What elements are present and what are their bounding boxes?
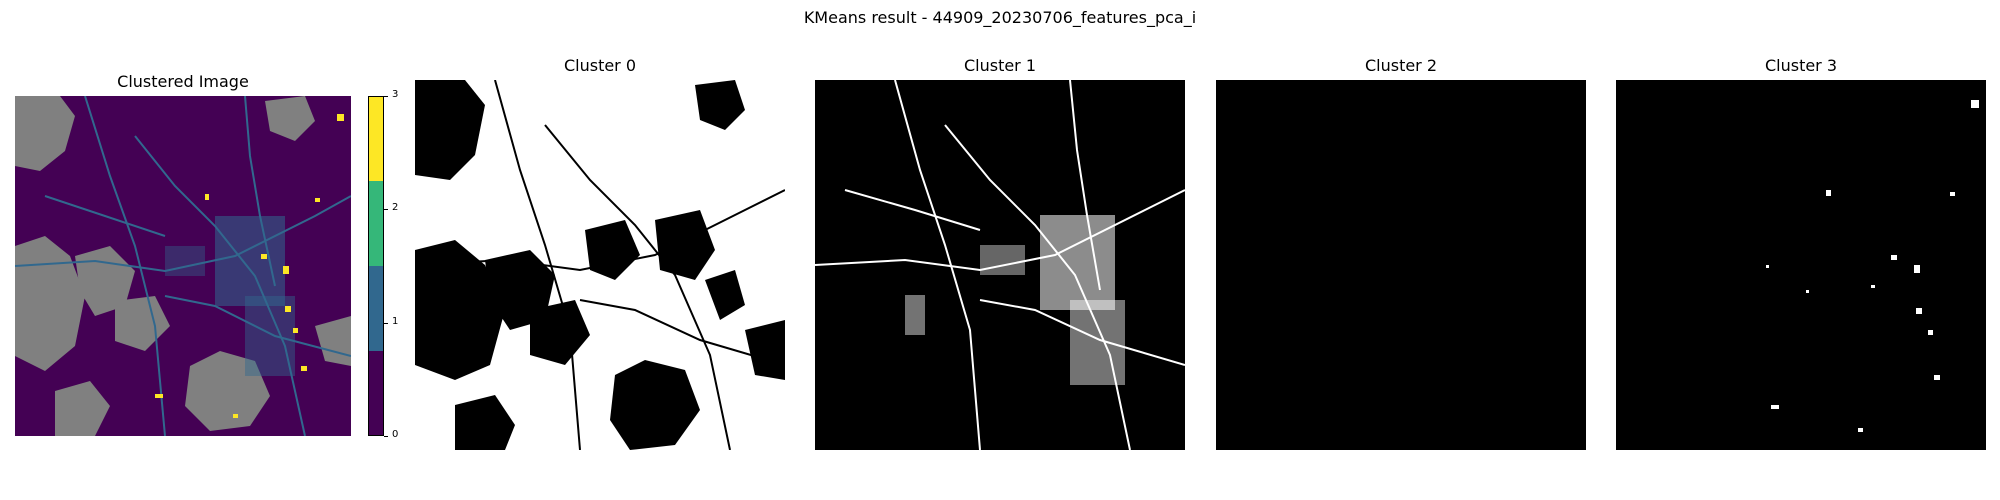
cluster-3-mask <box>1616 80 1986 450</box>
cluster-0-mask <box>415 80 785 450</box>
panel-title-cluster-0: Cluster 0 <box>563 56 637 75</box>
colorbar-segment-2 <box>368 181 384 266</box>
panel-title-cluster-1: Cluster 1 <box>963 56 1037 75</box>
colorbar-segment-1 <box>368 266 384 351</box>
colorbar-tick-label-1: 1 <box>392 316 399 327</box>
colorbar-tick-0 <box>384 436 388 437</box>
panel-title-cluster-2: Cluster 2 <box>1364 56 1438 75</box>
colorbar-tick-label-0: 0 <box>392 429 399 440</box>
cluster-1-mask <box>815 80 1185 450</box>
colorbar-tick-label-2: 2 <box>392 202 399 213</box>
cluster-2-mask <box>1216 80 1586 450</box>
colorbar-segment-3 <box>368 96 384 181</box>
colorbar <box>368 96 384 436</box>
colorbar-tick-3 <box>384 96 388 97</box>
colorbar-segment-0 <box>368 351 384 436</box>
panel-title-clustered: Clustered Image <box>117 72 249 91</box>
panel-title-cluster-3: Cluster 3 <box>1764 56 1838 75</box>
clustered-image <box>15 96 351 436</box>
colorbar-tick-label-3: 3 <box>392 89 399 100</box>
figure-title: KMeans result - 44909_20230706_features_… <box>803 8 1197 27</box>
colorbar-tick-2 <box>384 209 388 210</box>
colorbar-tick-1 <box>384 323 388 324</box>
